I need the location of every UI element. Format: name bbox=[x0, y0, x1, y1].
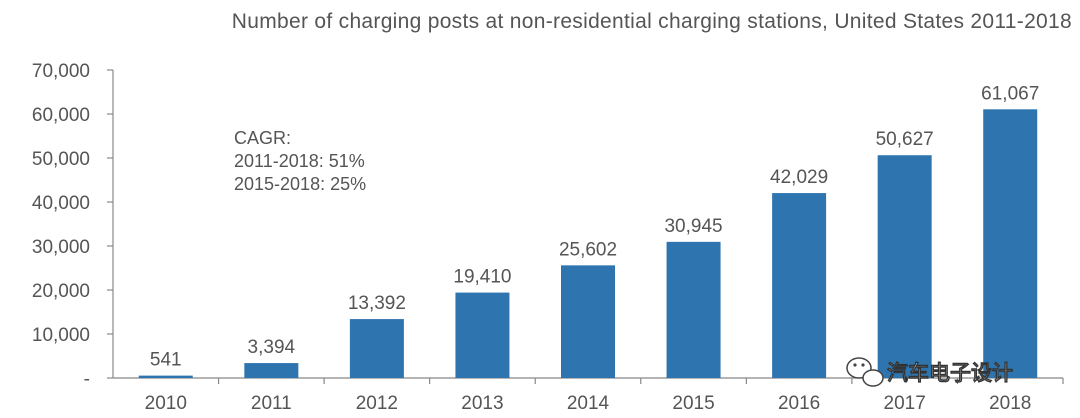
bar bbox=[666, 241, 721, 378]
bar bbox=[877, 155, 932, 378]
y-tick-label: 70,000 bbox=[32, 61, 90, 82]
x-tick-label: 2015 bbox=[672, 393, 714, 414]
x-tick-label: 2012 bbox=[356, 393, 398, 414]
cagr-line-3: 2015-2018: 25% bbox=[234, 174, 366, 194]
data-label: 61,067 bbox=[981, 83, 1039, 104]
y-tick-label: 20,000 bbox=[32, 281, 90, 302]
bars bbox=[138, 109, 1038, 378]
y-tick-label: 40,000 bbox=[32, 193, 90, 214]
bar bbox=[983, 109, 1038, 378]
x-tick-label: 2013 bbox=[461, 393, 503, 414]
data-label: 19,410 bbox=[453, 267, 511, 288]
x-tick-label: 2010 bbox=[145, 393, 187, 414]
wechat-icon bbox=[846, 357, 884, 387]
x-tick-label: 2016 bbox=[778, 393, 820, 414]
bar bbox=[244, 363, 299, 378]
data-label: 541 bbox=[150, 350, 182, 371]
y-tick-label: 50,000 bbox=[32, 149, 90, 170]
x-tick-label: 2011 bbox=[251, 393, 292, 414]
x-tick-label: 2018 bbox=[989, 393, 1031, 414]
y-tick-label: 30,000 bbox=[32, 237, 90, 258]
watermark: 汽车电子设计 bbox=[846, 357, 1013, 387]
y-tick-label: - bbox=[84, 369, 90, 390]
cagr-annotation: CAGR: 2011-2018: 51% 2015-2018: 25% bbox=[234, 128, 370, 194]
data-label: 42,029 bbox=[770, 167, 828, 188]
data-label: 30,945 bbox=[664, 216, 722, 237]
data-label: 50,627 bbox=[876, 129, 934, 150]
bar bbox=[138, 375, 193, 378]
data-labels: 541 3,394 13,392 19,410 25,602 30,945 42,029 50… bbox=[150, 83, 1039, 370]
cagr-line-2: 2011-2018: 51% bbox=[234, 151, 365, 171]
bar bbox=[455, 292, 510, 378]
bar bbox=[772, 193, 827, 378]
x-tick-label: 2014 bbox=[567, 393, 610, 414]
x-tick-label: 2017 bbox=[884, 393, 926, 414]
chart-title: Number of charging posts at non-resident… bbox=[232, 10, 1072, 33]
y-tick-label: 10,000 bbox=[32, 325, 90, 346]
data-label: 3,394 bbox=[248, 337, 296, 358]
bar bbox=[561, 265, 615, 378]
y-tick-label: 60,000 bbox=[32, 105, 90, 126]
data-label: 13,392 bbox=[348, 293, 406, 314]
bar bbox=[349, 319, 404, 378]
cagr-line-1: CAGR: bbox=[234, 128, 291, 148]
x-axis: 2010 2011 2012 2013 2014 2015 2016 2017 2018 bbox=[113, 377, 1064, 414]
watermark-text: 汽车电子设计 bbox=[887, 361, 1013, 385]
y-axis: - 10,000 20,000 30,000 40,000 50,000 60,000 70,… bbox=[32, 61, 114, 390]
data-label: 25,602 bbox=[559, 239, 617, 260]
